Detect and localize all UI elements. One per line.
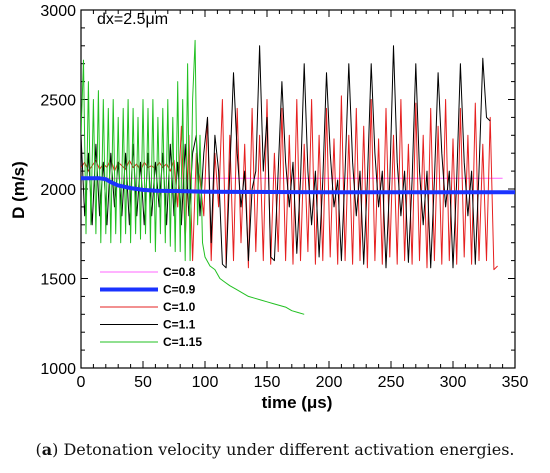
y-axis-label: D (m/s)	[9, 161, 28, 219]
line-chart: 0 50 100 150 200 250 300 350 1000 1500 2000 2500 300…	[9, 3, 528, 412]
legend-label: C=0.8	[163, 265, 196, 279]
legend-label: C=1.0	[163, 300, 196, 314]
caption-label: a	[41, 440, 53, 459]
caption-text: Detonation velocity under different acti…	[63, 440, 515, 459]
x-tick-label: 0	[77, 374, 86, 391]
x-tick-label: 50	[134, 374, 152, 391]
axes-frame	[80, 9, 516, 369]
tick-labels: 0 50 100 150 200 250 300 350 1000 1500 2000 2500 300…	[40, 3, 528, 391]
series-line-c-0-9	[81, 176, 515, 195]
legend: C=0.8 C=0.9 C=1.0 C=1.1 C=1.15	[100, 265, 202, 349]
y-tick-label: 2500	[40, 93, 76, 110]
series-group	[81, 39, 515, 315]
legend-label: C=0.9	[163, 283, 196, 297]
x-tick-label: 350	[502, 374, 529, 391]
x-tick-label: 250	[378, 374, 405, 391]
legend-label: C=1.1	[163, 318, 196, 332]
x-tick-label: 200	[316, 374, 343, 391]
legend-label: C=1.15	[163, 335, 202, 349]
y-tick-label: 1500	[40, 272, 76, 289]
chart-annotation: dx=2.5μm	[97, 11, 168, 28]
y-tick-label: 3000	[40, 3, 76, 20]
x-tick-label: 100	[192, 374, 219, 391]
y-tick-label: 1000	[40, 361, 76, 378]
x-tick-label: 150	[254, 374, 281, 391]
figure-caption: (a) Detonation velocity under different …	[35, 440, 515, 459]
y-tick-label: 2000	[40, 182, 76, 199]
series-line-c-1-15	[81, 39, 305, 315]
x-axis-label: time (μs)	[262, 393, 333, 412]
x-tick-label: 300	[440, 374, 467, 391]
